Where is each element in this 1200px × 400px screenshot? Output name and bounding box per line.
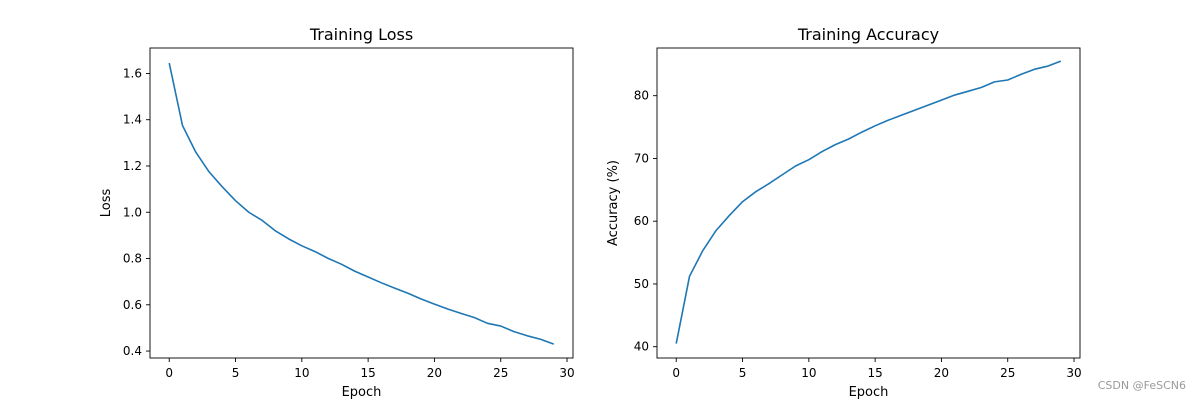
loss-x-tick-label: 5 [232,366,240,380]
loss-series-line [168,62,555,345]
loss-x-axis-label: Epoch [342,385,382,400]
accuracy-x-tick-label: 25 [1000,366,1015,380]
loss-x-tick-label: 10 [294,366,309,380]
loss-chart-title: Training Loss [309,25,413,44]
accuracy-x-tick-label: 20 [934,366,949,380]
loss-plot-frame [149,47,574,359]
accuracy-y-tick-label: 60 [634,214,649,228]
accuracy-chart: 0 5 10 15 20 25 30 40 50 60 70 80 Training Accuracy E… [606,25,1082,400]
accuracy-chart-title: Training Accuracy [797,25,939,44]
watermark-text: CSDN @FeSCN6 [1097,379,1186,392]
loss-x-tick-label: 25 [493,366,508,380]
accuracy-series-line [675,60,1062,344]
loss-chart: 0 5 10 15 20 25 30 0.4 0.6 0.8 1.0 1.2 1.4 1.6 Trainin… [99,25,575,400]
loss-x-tick-label: 30 [559,366,574,380]
accuracy-y-tick-label: 80 [634,89,649,103]
accuracy-x-tick-label: 10 [801,366,816,380]
loss-y-tick-label: 0.8 [123,252,142,266]
loss-x-tick-label: 20 [427,366,442,380]
accuracy-y-axis-label: Accuracy (%) [606,160,621,246]
loss-y-tick-label: 1.6 [123,66,142,80]
accuracy-x-axis-label: Epoch [849,385,889,400]
loss-y-tick-label: 1.0 [123,205,142,219]
accuracy-x-tick-label: 30 [1066,366,1081,380]
accuracy-x-tick-label: 5 [739,366,747,380]
loss-x-tick-label: 15 [360,366,375,380]
loss-x-tick-label: 0 [165,366,173,380]
loss-y-tick-label: 1.4 [123,113,142,127]
loss-y-tick-label: 1.2 [123,159,142,173]
accuracy-x-tick-label: 15 [867,366,882,380]
accuracy-y-tick-label: 40 [634,340,649,354]
loss-y-axis-label: Loss [99,189,114,218]
accuracy-x-tick-label: 0 [672,366,680,380]
loss-y-tick-label: 0.4 [123,344,142,358]
accuracy-y-tick-label: 70 [634,151,649,165]
loss-y-tick-label: 0.6 [123,298,142,312]
accuracy-y-tick-label: 50 [634,277,649,291]
accuracy-plot-frame [656,47,1081,359]
